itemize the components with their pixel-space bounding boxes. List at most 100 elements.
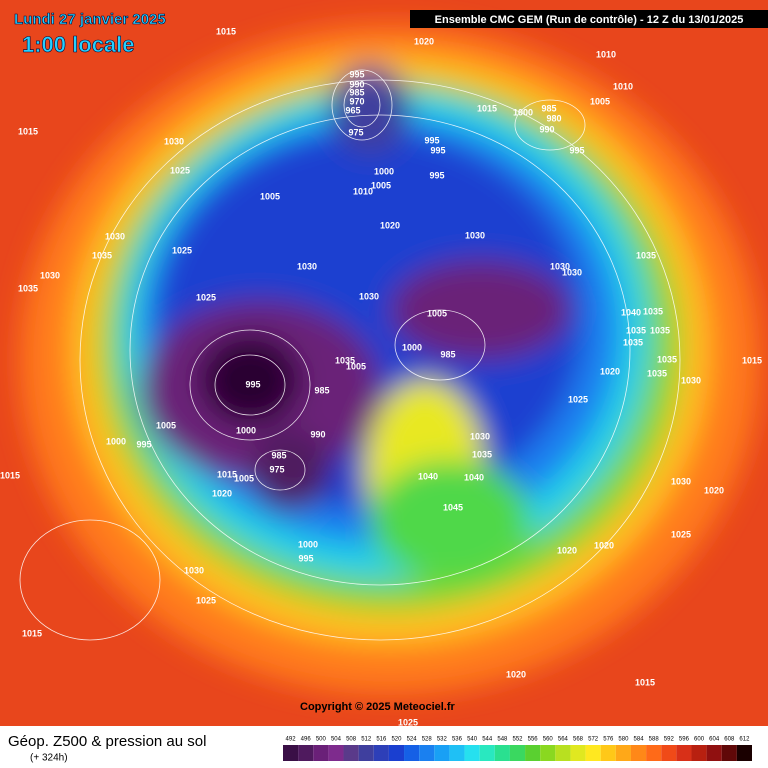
colorbar-label: 576 <box>603 737 614 743</box>
isobar-label: 1030 <box>671 476 691 486</box>
isobar-label: 1020 <box>600 366 620 376</box>
colorbar-label: 580 <box>618 737 629 743</box>
isobar-label: 1035 <box>472 449 492 459</box>
isobar-label: 1020 <box>557 545 577 555</box>
color-swatch <box>540 745 556 761</box>
isobar-label: 1025 <box>196 292 216 302</box>
colorbar-label: 540 <box>467 737 478 743</box>
isobar-label: 990 <box>310 429 325 439</box>
colorbar-label: 544 <box>482 737 493 743</box>
color-swatch <box>585 745 601 761</box>
isobar-label: 995 <box>424 135 439 145</box>
colorbar-label: 496 <box>301 737 312 743</box>
isobar-label: 995 <box>430 145 445 155</box>
color-swatch <box>706 745 722 761</box>
colorbar: 492 496 500 504 508 512 516 520 524 528 532 536 540 5… <box>283 737 752 761</box>
isobar-label: 995 <box>245 379 260 389</box>
color-swatch <box>721 745 737 761</box>
color-swatch <box>404 745 420 761</box>
colorbar-label: 512 <box>361 737 372 743</box>
isobar-label: 1030 <box>359 291 379 301</box>
isobar-label: 1030 <box>470 431 490 441</box>
model-info: Ensemble CMC GEM (Run de contrôle) - 12 … <box>435 14 744 26</box>
isobar-label: 985 <box>541 103 556 113</box>
isobar-label: 1000 <box>106 436 126 446</box>
isobar-label: 975 <box>348 127 363 137</box>
isobar-label: 1020 <box>414 36 434 46</box>
isobar-label: 1010 <box>613 81 633 91</box>
isobar-label: 1005 <box>590 96 610 106</box>
colorbar-label: 504 <box>331 737 342 743</box>
color-swatch <box>736 745 752 761</box>
colorbar-label: 516 <box>376 737 387 743</box>
isobar-label: 995 <box>298 553 313 563</box>
isobar-label: 1025 <box>172 245 192 255</box>
color-swatch <box>615 745 631 761</box>
colorbar-label: 524 <box>407 737 418 743</box>
color-swatch <box>283 745 299 761</box>
color-swatch <box>434 745 450 761</box>
legend-title: Géop. Z500 & pression au sol <box>8 733 206 750</box>
colorbar-label: 600 <box>694 737 705 743</box>
isobar-label: 1035 <box>335 355 355 365</box>
isobar-label: 1035 <box>657 354 677 364</box>
isobar-label: 985 <box>349 87 364 97</box>
color-swatch <box>661 745 677 761</box>
colorbar-label: 556 <box>528 737 539 743</box>
isobar-label: 1035 <box>650 325 670 335</box>
colorbar-label: 552 <box>512 737 523 743</box>
isobar-label: 985 <box>440 349 455 359</box>
isobar-label: 980 <box>546 113 561 123</box>
colorbar-label: 492 <box>286 737 297 743</box>
color-swatch <box>525 745 541 761</box>
isobar-label: 1025 <box>170 165 190 175</box>
colorbar-label: 528 <box>422 737 433 743</box>
isobar-label: 1015 <box>216 26 236 36</box>
isobar-label: 1045 <box>443 502 463 512</box>
colorbar-label: 604 <box>709 737 720 743</box>
color-swatch <box>676 745 692 761</box>
isobar-label: 1005 <box>371 180 391 190</box>
colorbar-label: 568 <box>573 737 584 743</box>
isobar-label: 1040 <box>464 472 484 482</box>
isobar-label: 1005 <box>260 191 280 201</box>
color-swatch <box>328 745 344 761</box>
color-swatch <box>646 745 662 761</box>
colorbar-label: 564 <box>558 737 569 743</box>
colorbar-label: 584 <box>634 737 645 743</box>
colorbar-label: 500 <box>316 737 327 743</box>
isobar-label: 985 <box>271 450 286 460</box>
isobar-label: 1015 <box>18 126 38 136</box>
colorbar-label: 520 <box>391 737 402 743</box>
color-swatch <box>494 745 510 761</box>
color-swatch <box>419 745 435 761</box>
isobar-label: 1010 <box>596 49 616 59</box>
isobar-label: 1020 <box>380 220 400 230</box>
color-swatch <box>298 745 314 761</box>
isobar-label: 1020 <box>212 488 232 498</box>
isobar-label: 1035 <box>623 337 643 347</box>
color-swatch <box>479 745 495 761</box>
isobar-label: 1015 <box>0 470 20 480</box>
colorbar-label: 612 <box>739 737 750 743</box>
isobar-label: 1030 <box>550 261 570 271</box>
color-swatch <box>388 745 405 761</box>
forecast-date: Lundi 27 janvier 2025 <box>14 11 166 28</box>
isobar-label: 1035 <box>636 250 656 260</box>
isobar-label: 1040 <box>621 307 641 317</box>
isobar-label: 985 <box>314 385 329 395</box>
color-swatch <box>464 745 480 761</box>
isobar-label: 1030 <box>40 270 60 280</box>
isobar-label: 975 <box>269 464 284 474</box>
isobars <box>19 69 681 641</box>
colorbar-label: 572 <box>588 737 599 743</box>
colorbar-label: 532 <box>437 737 448 743</box>
header-box <box>410 10 768 28</box>
color-swatch <box>373 745 389 761</box>
isobar-label: 970 <box>349 96 364 106</box>
isobar-label: 1035 <box>643 306 663 316</box>
isobar-label: 995 <box>429 170 444 180</box>
colorbar-label: 596 <box>679 737 690 743</box>
